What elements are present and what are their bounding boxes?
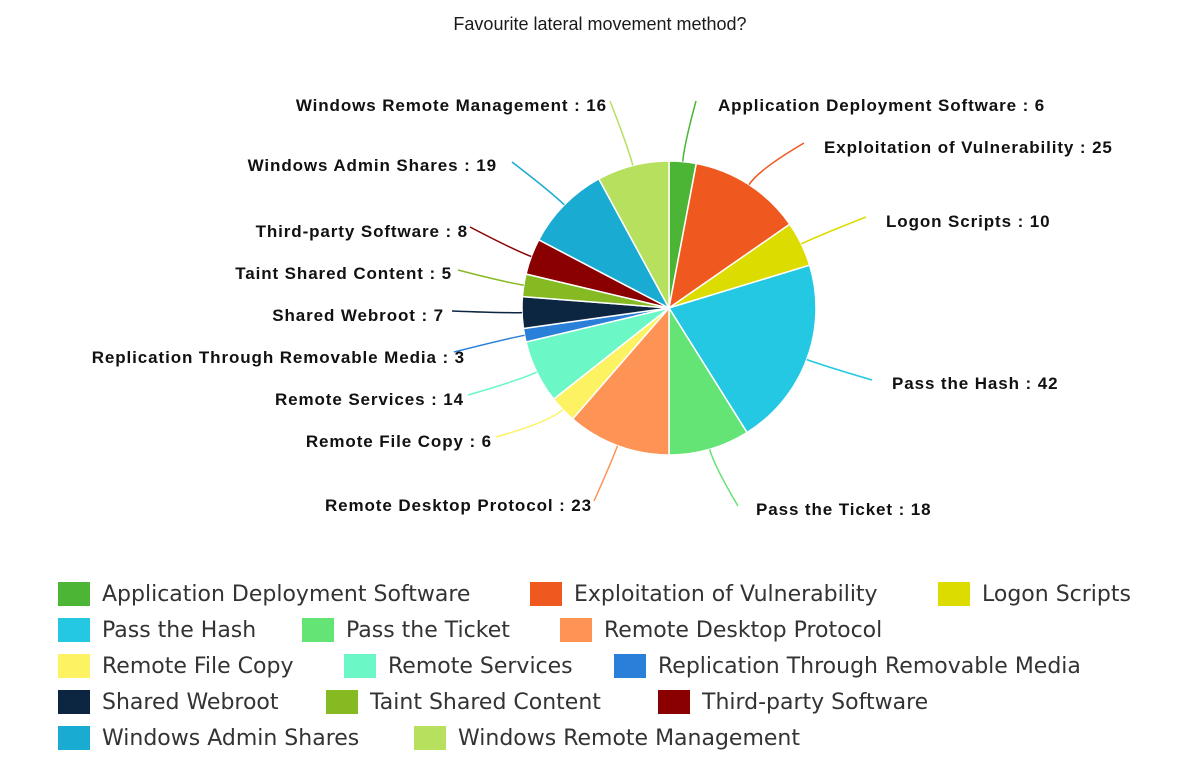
legend-label: Pass the Hash: [102, 617, 257, 643]
data-label-windows-remote-management: Windows Remote Management : 16: [296, 96, 607, 115]
leader-line-pass-the-hash: [806, 358, 873, 381]
data-label-remote-desktop-protocol: Remote Desktop Protocol : 23: [325, 496, 592, 515]
legend-swatch: [530, 582, 562, 606]
legend-item-pass-the-hash[interactable]: Pass the Hash: [58, 612, 256, 648]
legend-item-third-party-software[interactable]: Third-party Software: [658, 684, 928, 720]
legend-swatch: [58, 618, 90, 642]
legend-label: Replication Through Removable Media: [658, 653, 1081, 679]
legend-swatch: [302, 618, 334, 642]
leader-line-replication-through-removable-media: [453, 334, 525, 353]
data-label-pass-the-hash: Pass the Hash : 42: [892, 374, 1058, 393]
chart-title: Favourite lateral movement method?: [453, 14, 747, 34]
data-label-replication-through-removable-media: Replication Through Removable Media : 3: [92, 348, 465, 367]
legend-item-application-deployment-software[interactable]: Application Deployment Software: [58, 576, 470, 612]
pie-slice-windows-remote-management[interactable]: [597, 160, 670, 309]
legend-item-exploitation-of-vulnerability[interactable]: Exploitation of Vulnerability: [530, 576, 878, 612]
data-label-logon-scripts: Logon Scripts : 10: [886, 212, 1051, 231]
legend-swatch: [560, 618, 592, 642]
legend-swatch: [58, 654, 90, 678]
leader-line-windows-admin-shares: [511, 161, 565, 206]
pie-slice-pass-the-hash[interactable]: [667, 264, 817, 434]
legend-swatch: [344, 654, 376, 678]
legend-item-windows-remote-management[interactable]: Windows Remote Management: [414, 720, 800, 756]
legend: Application Deployment Software Exploitat…: [58, 576, 1188, 756]
legend-row: Remote File Copy Remote Services Replicati…: [58, 648, 1188, 684]
pie-chart: Application Deployment Software : 6 Explo…: [92, 96, 1113, 519]
data-label-remote-file-copy: Remote File Copy : 6: [306, 432, 492, 451]
leader-line-taint-shared-content: [457, 269, 524, 286]
leader-line-remote-file-copy: [495, 408, 564, 438]
data-label-exploitation-of-vulnerability: Exploitation of Vulnerability : 25: [824, 138, 1113, 157]
legend-item-logon-scripts[interactable]: Logon Scripts: [938, 576, 1131, 612]
legend-swatch: [614, 654, 646, 678]
leader-line-remote-desktop-protocol: [593, 445, 619, 502]
legend-label: Exploitation of Vulnerability: [574, 581, 878, 607]
legend-label: Taint Shared Content: [370, 689, 601, 715]
legend-row: Windows Admin Shares Windows Remote Manag…: [58, 720, 1188, 756]
leader-line-application-deployment-software: [681, 100, 697, 162]
data-label-pass-the-ticket: Pass the Ticket : 18: [756, 500, 932, 519]
leader-line-windows-remote-management: [609, 100, 634, 166]
legend-label: Application Deployment Software: [102, 581, 471, 607]
legend-item-windows-admin-shares[interactable]: Windows Admin Shares: [58, 720, 359, 756]
legend-label: Windows Remote Management: [458, 725, 800, 751]
legend-swatch: [414, 726, 446, 750]
legend-label: Third-party Software: [702, 689, 929, 715]
legend-row: Application Deployment Software Exploitat…: [58, 576, 1188, 612]
data-label-windows-admin-shares: Windows Admin Shares : 19: [248, 156, 497, 175]
data-label-third-party-software: Third-party Software : 8: [256, 222, 468, 241]
leader-line-pass-the-ticket: [708, 449, 739, 507]
legend-item-remote-file-copy[interactable]: Remote File Copy: [58, 648, 294, 684]
legend-swatch: [326, 690, 358, 714]
leader-line-third-party-software: [469, 226, 532, 258]
data-label-application-deployment-software: Application Deployment Software : 6: [718, 96, 1045, 115]
pie-slice-windows-admin-shares[interactable]: [537, 177, 671, 310]
legend-label: Windows Admin Shares: [102, 725, 360, 751]
legend-swatch: [58, 582, 90, 606]
legend-label: Remote Services: [388, 653, 573, 679]
data-label-remote-services: Remote Services : 14: [275, 390, 464, 409]
legend-label: Remote File Copy: [102, 653, 294, 679]
data-label-shared-webroot: Shared Webroot : 7: [272, 306, 444, 325]
legend-item-remote-desktop-protocol[interactable]: Remote Desktop Protocol: [560, 612, 882, 648]
data-label-taint-shared-content: Taint Shared Content : 5: [235, 264, 452, 283]
legend-item-remote-services[interactable]: Remote Services: [344, 648, 573, 684]
legend-label: Pass the Ticket: [346, 617, 510, 643]
legend-row: Pass the Hash Pass the Ticket Remote Deskt…: [58, 612, 1188, 648]
legend-label: Shared Webroot: [102, 689, 279, 715]
leader-line-logon-scripts: [800, 216, 867, 245]
leader-line-exploitation-of-vulnerability: [748, 142, 805, 186]
pie-slice-remote-desktop-protocol[interactable]: [571, 305, 670, 456]
legend-swatch: [658, 690, 690, 714]
legend-label: Remote Desktop Protocol: [604, 617, 883, 643]
legend-swatch: [58, 690, 90, 714]
leader-line-remote-services: [467, 371, 538, 396]
legend-swatch: [938, 582, 970, 606]
legend-item-pass-the-ticket[interactable]: Pass the Ticket: [302, 612, 510, 648]
legend-item-shared-webroot[interactable]: Shared Webroot: [58, 684, 279, 720]
legend-label: Logon Scripts: [982, 581, 1131, 607]
legend-item-replication-through-removable-media[interactable]: Replication Through Removable Media: [614, 648, 1081, 684]
legend-row: Shared Webroot Taint Shared Content Third-…: [58, 684, 1188, 720]
legend-item-taint-shared-content[interactable]: Taint Shared Content: [326, 684, 601, 720]
leader-line-shared-webroot: [451, 310, 523, 314]
pie-slice-pass-the-ticket[interactable]: [668, 305, 749, 456]
legend-swatch: [58, 726, 90, 750]
